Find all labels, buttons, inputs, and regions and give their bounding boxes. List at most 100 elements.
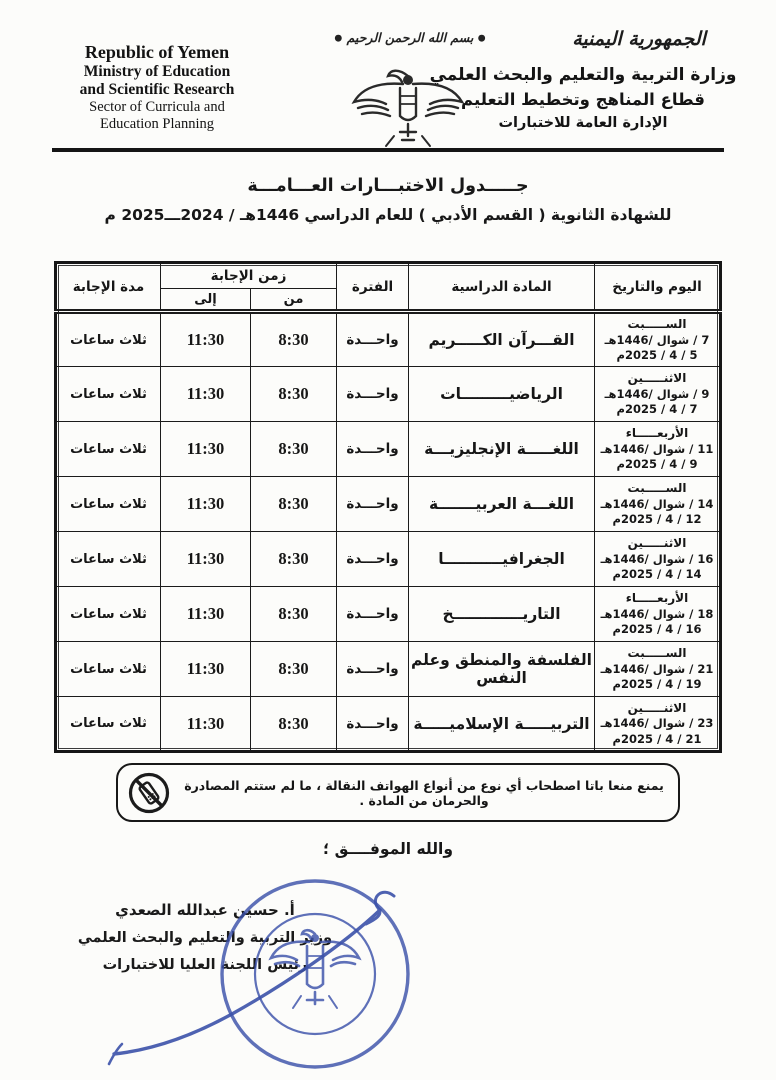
time-from-cell: 8:30	[250, 476, 337, 532]
gregorian-date: 5 / 4 / 2025م	[616, 348, 698, 363]
table-row: الســـــبت 21 / شوال /1446هـ 19 / 4 / 20…	[55, 641, 721, 697]
period-cell: واحـــدة	[336, 586, 409, 642]
time-from-cell: 8:30	[250, 531, 337, 587]
day-name: الاثنـــــين	[627, 371, 687, 386]
hijri-date: 21 / شوال /1446هـ	[600, 661, 714, 676]
time-to-cell: 11:30	[160, 586, 251, 642]
gregorian-date: 16 / 4 / 2025م	[612, 622, 702, 637]
gregorian-date: 21 / 4 / 2025م	[612, 731, 702, 746]
duration-cell: ثلاث ساعات	[55, 586, 161, 642]
time-to-cell: 11:30	[160, 696, 251, 752]
period-cell: واحـــدة	[336, 366, 409, 422]
header-ar-line: وزارة التربية والتعليم والبحث العلمي	[429, 65, 737, 85]
period-cell: واحـــدة	[336, 696, 409, 752]
col-header-day-date: اليوم والتاريخ	[594, 262, 721, 312]
header-ar-line: الإدارة العامة للاختبارات	[498, 115, 668, 132]
col-header-duration: مدة الإجابة	[55, 262, 161, 312]
hijri-date: 7 / شوال /1446هـ	[604, 332, 710, 347]
day-date-cell: الأربعـــــاء 18 / شوال /1446هـ 16 / 4 /…	[594, 586, 721, 642]
no-phones-notice-box: يمنع منعا باتا اصطحاب أي نوع من أنواع ال…	[116, 763, 680, 822]
header-ar-line: قطاع المناهج وتخطيط التعليم	[461, 90, 705, 110]
yemen-eagle-emblem-icon	[351, 69, 465, 147]
table-row: الســـــبت 14 / شوال /1446هـ 12 / 4 / 20…	[55, 476, 721, 532]
duration-cell: ثلاث ساعات	[55, 641, 161, 697]
day-name: الأربعـــــاء	[625, 591, 689, 606]
hijri-date: 16 / شوال /1446هـ	[600, 551, 714, 566]
time-from-cell: 8:30	[250, 586, 337, 642]
time-to-cell: 11:30	[160, 366, 251, 422]
day-date-cell: الأربعـــــاء 11 / شوال /1446هـ 9 / 4 / …	[594, 421, 721, 477]
republic-calligraphy: الجمهورية اليمنية	[572, 28, 706, 50]
time-to-cell: 11:30	[160, 421, 251, 477]
col-header-to: إلى	[160, 288, 251, 312]
duration-cell: ثلاث ساعات	[55, 421, 161, 477]
time-to-cell: 11:30	[160, 641, 251, 697]
decorative-dot: ●	[477, 33, 486, 44]
duration-cell: ثلاث ساعات	[55, 309, 161, 367]
bismillah-calligraphy: ● بسم الله الرحمن الرحيم ●	[330, 30, 490, 45]
duration-cell: ثلاث ساعات	[55, 696, 161, 752]
duration-cell: ثلاث ساعات	[55, 476, 161, 532]
table-row: الســـــبت 7 / شوال /1446هـ 5 / 4 / 2025…	[55, 309, 721, 367]
time-from-cell: 8:30	[250, 421, 337, 477]
time-from-cell: 8:30	[250, 696, 337, 752]
header-en-line: Ministry of Education	[83, 63, 231, 80]
subject-cell: اللغـــــة الإنجليزيـــة	[408, 421, 595, 477]
duration-cell: ثلاث ساعات	[55, 366, 161, 422]
gregorian-date: 14 / 4 / 2025م	[612, 567, 702, 582]
document-title-line2: للشهادة الثانوية ( القسم الأدبي ) للعام …	[104, 206, 672, 224]
day-date-cell: الســـــبت 14 / شوال /1446هـ 12 / 4 / 20…	[594, 476, 721, 532]
table-row: الاثنـــــين 9 / شوال /1446هـ 7 / 4 / 20…	[55, 366, 721, 422]
bismillah-text: بسم الله الرحمن الرحيم	[346, 30, 474, 45]
hijri-date: 14 / شوال /1446هـ	[600, 496, 714, 511]
period-cell: واحـــدة	[336, 476, 409, 532]
notice-text: يمنع منعا باتا اصطحاب أي نوع من أنواع ال…	[184, 777, 664, 808]
time-to-cell: 11:30	[160, 309, 251, 367]
header-en-line: and Scientific Research	[79, 81, 235, 98]
day-name: الســـــبت	[627, 317, 687, 332]
day-name: الاثنـــــين	[627, 536, 687, 551]
exam-schedule-table-wrap: اليوم والتاريخ المادة الدراسية الفترة زم…	[54, 261, 722, 753]
day-name: الاثنـــــين	[627, 700, 687, 715]
header-en-line: Sector of Curricula and	[89, 99, 225, 115]
no-phone-icon	[118, 771, 180, 815]
period-cell: واحـــدة	[336, 641, 409, 697]
period-cell: واحـــدة	[336, 309, 409, 367]
hijri-date: 18 / شوال /1446هـ	[600, 606, 714, 621]
gregorian-date: 7 / 4 / 2025م	[616, 402, 698, 417]
day-date-cell: الاثنـــــين 23 / شوال /1446هـ 21 / 4 / …	[594, 696, 721, 752]
subject-cell: الرياضيـــــــــات	[408, 366, 595, 422]
subject-cell: الجغرافيـــــــــــا	[408, 531, 595, 587]
stamp-ring-text: وزارة التربية والتعليم والبحث العلمي ● ا…	[205, 872, 212, 876]
col-header-period: الفترة	[336, 262, 409, 312]
table-row: الأربعـــــاء 18 / شوال /1446هـ 16 / 4 /…	[55, 586, 721, 642]
document-title-line1: جـــــدول الاختبـــارات العـــامـــة	[247, 176, 529, 196]
time-from-cell: 8:30	[250, 366, 337, 422]
subject-cell: التربيـــــة الإسلاميـــــة	[408, 696, 595, 752]
subject-cell: القـــرآن الكـــــريم	[408, 309, 595, 367]
signature-block: أ. حسين عبدالله الصعدي وزير التربية والت…	[55, 896, 355, 980]
hijri-date: 11 / شوال /1446هـ	[600, 441, 714, 456]
svg-text:وزارة التربية والتعليم والبحث: وزارة التربية والتعليم والبحث العلمي ● ا…	[205, 872, 212, 876]
col-header-answer-time: زمن الإجابة	[160, 262, 337, 289]
gregorian-date: 19 / 4 / 2025م	[612, 677, 702, 692]
day-date-cell: الســـــبت 7 / شوال /1446هـ 5 / 4 / 2025…	[594, 309, 721, 367]
period-cell: واحـــدة	[336, 421, 409, 477]
time-to-cell: 11:30	[160, 476, 251, 532]
table-row: الأربعـــــاء 11 / شوال /1446هـ 9 / 4 / …	[55, 421, 721, 477]
time-to-cell: 11:30	[160, 531, 251, 587]
signatory-role-2: رئيس اللجنة العليا للاختبارات	[102, 957, 308, 974]
period-cell: واحـــدة	[336, 531, 409, 587]
header-en-line: Republic of Yemen	[84, 42, 230, 62]
header-english-block: Republic of Yemen Ministry of Education …	[52, 42, 262, 133]
day-name: الســـــبت	[627, 646, 687, 661]
col-header-subject: المادة الدراسية	[408, 262, 595, 312]
hijri-date: 9 / شوال /1446هـ	[604, 386, 710, 401]
table-header-row: اليوم والتاريخ المادة الدراسية الفترة زم…	[55, 262, 721, 312]
duration-cell: ثلاث ساعات	[55, 531, 161, 587]
day-date-cell: الســـــبت 21 / شوال /1446هـ 19 / 4 / 20…	[594, 641, 721, 697]
col-header-from: من	[250, 288, 337, 312]
time-from-cell: 8:30	[250, 641, 337, 697]
hijri-date: 23 / شوال /1446هـ	[600, 716, 714, 731]
